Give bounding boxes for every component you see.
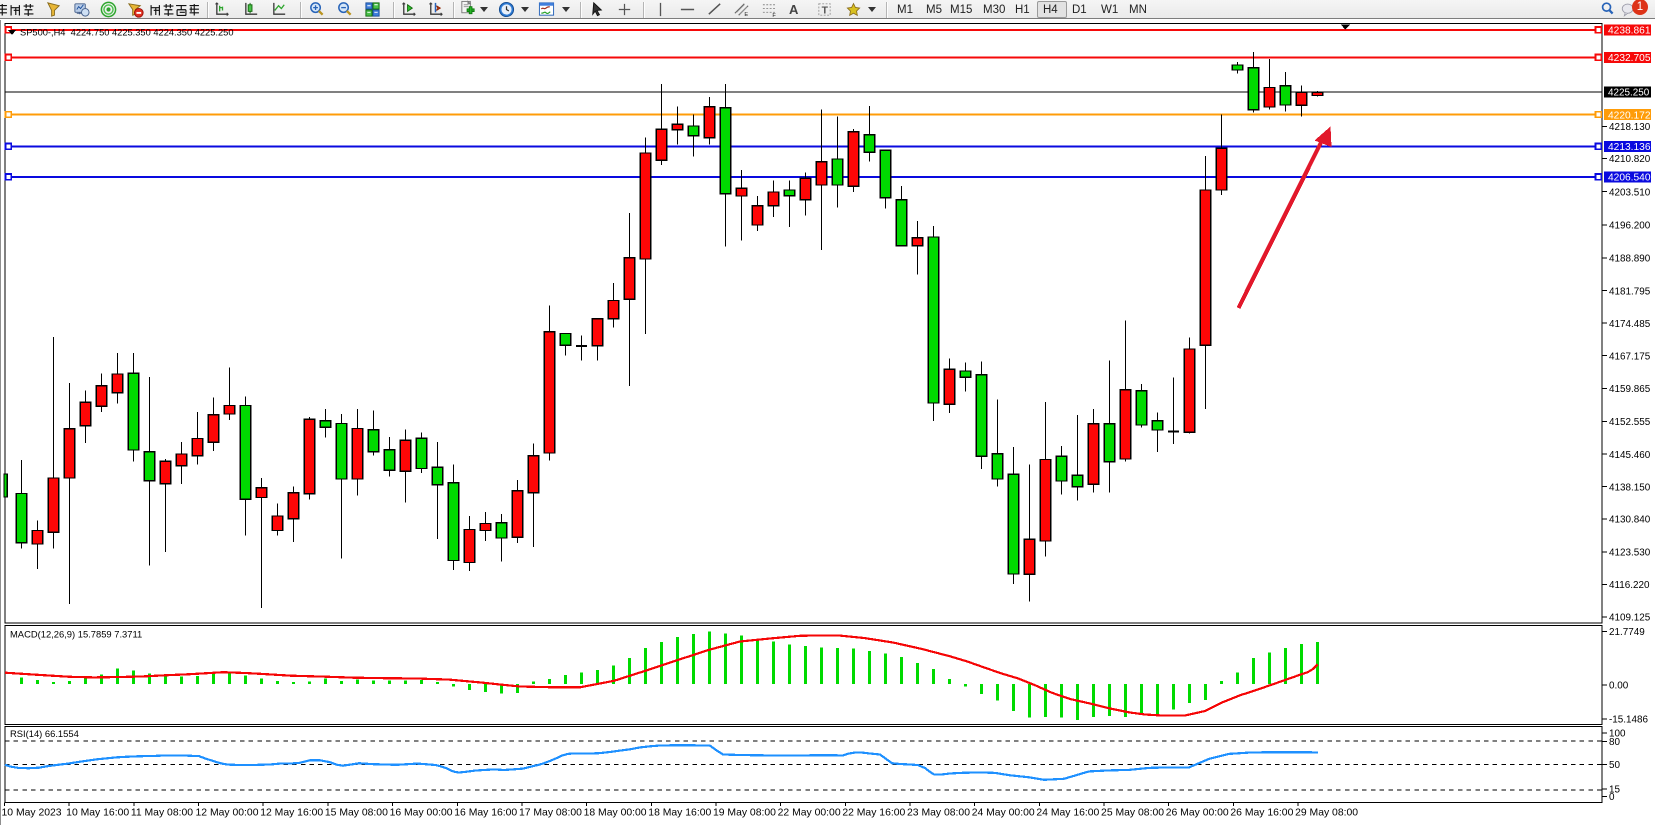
svg-text:4181.795: 4181.795 <box>1609 286 1651 297</box>
svg-text:4218.130: 4218.130 <box>1609 122 1651 133</box>
svg-text:26 May 00:00: 26 May 00:00 <box>1166 808 1229 819</box>
svg-text:10 May 16:00: 10 May 16:00 <box>66 808 129 819</box>
svg-text:4206.540: 4206.540 <box>1608 173 1651 184</box>
svg-text:4167.175: 4167.175 <box>1609 351 1651 362</box>
svg-text:17 May 08:00: 17 May 08:00 <box>519 808 582 819</box>
svg-text:4138.150: 4138.150 <box>1609 482 1651 493</box>
svg-text:11 May 08:00: 11 May 08:00 <box>131 808 193 819</box>
svg-text:MACD(12,26,9) 15.7859 7.3711: MACD(12,26,9) 15.7859 7.3711 <box>10 629 142 640</box>
svg-text:29 May 08:00: 29 May 08:00 <box>1295 808 1358 819</box>
svg-text:0: 0 <box>1609 792 1615 803</box>
svg-text:RSI(14) 66.1554: RSI(14) 66.1554 <box>10 728 79 739</box>
svg-text:4213.136: 4213.136 <box>1608 142 1651 153</box>
svg-text:24 May 00:00: 24 May 00:00 <box>972 808 1035 819</box>
svg-text:4123.530: 4123.530 <box>1609 548 1651 559</box>
svg-text:10 May 2023: 10 May 2023 <box>2 808 62 819</box>
svg-text:F: F <box>772 13 776 18</box>
svg-text:26 May 16:00: 26 May 16:00 <box>1230 808 1293 819</box>
svg-text:18 May 00:00: 18 May 00:00 <box>584 808 647 819</box>
svg-text:12 May 16:00: 12 May 16:00 <box>260 808 323 819</box>
svg-text:4159.865: 4159.865 <box>1609 384 1651 395</box>
svg-text:T: T <box>822 5 829 16</box>
svg-text:4109.125: 4109.125 <box>1609 612 1651 623</box>
svg-text:4152.555: 4152.555 <box>1609 417 1651 428</box>
svg-text:12 May 00:00: 12 May 00:00 <box>196 808 259 819</box>
svg-text:E: E <box>744 12 748 18</box>
svg-text:15: 15 <box>1609 785 1620 796</box>
svg-text:4174.485: 4174.485 <box>1609 319 1651 330</box>
svg-text:100: 100 <box>1609 729 1626 740</box>
svg-text:18 May 16:00: 18 May 16:00 <box>648 808 711 819</box>
svg-text:4203.510: 4203.510 <box>1609 187 1651 198</box>
svg-text:22 May 16:00: 22 May 16:00 <box>842 808 905 819</box>
svg-text:4116.220: 4116.220 <box>1609 580 1650 591</box>
svg-text:4196.200: 4196.200 <box>1609 220 1651 231</box>
svg-text:4145.460: 4145.460 <box>1609 450 1651 461</box>
svg-text:23 May 08:00: 23 May 08:00 <box>907 808 970 819</box>
svg-text:16 May 00:00: 16 May 00:00 <box>390 808 453 819</box>
svg-text:80: 80 <box>1609 737 1620 748</box>
svg-text:21.7749: 21.7749 <box>1609 627 1645 638</box>
svg-text:4238.861: 4238.861 <box>1608 26 1651 37</box>
svg-text:4232.705: 4232.705 <box>1608 53 1651 64</box>
svg-text:19 May 08:00: 19 May 08:00 <box>713 808 776 819</box>
svg-text:25 May 08:00: 25 May 08:00 <box>1101 808 1164 819</box>
svg-text:4225.250: 4225.250 <box>1608 88 1650 99</box>
svg-text:4220.172: 4220.172 <box>1608 110 1651 121</box>
svg-text:16 May 16:00: 16 May 16:00 <box>454 808 517 819</box>
svg-text:4130.840: 4130.840 <box>1609 515 1651 526</box>
svg-text:24 May 16:00: 24 May 16:00 <box>1036 808 1099 819</box>
svg-text:4210.820: 4210.820 <box>1609 154 1651 165</box>
svg-text:-15.1486: -15.1486 <box>1609 715 1648 726</box>
svg-text:50: 50 <box>1609 760 1620 771</box>
svg-text:SP500-,H4 4224.750 4225.350 4: SP500-,H4 4224.750 4225.350 4224.350 422… <box>20 28 234 38</box>
svg-text:0.00: 0.00 <box>1609 681 1629 692</box>
svg-text:22 May 00:00: 22 May 00:00 <box>778 808 841 819</box>
svg-text:15 May 08:00: 15 May 08:00 <box>325 808 388 819</box>
svg-text:4188.890: 4188.890 <box>1609 254 1651 265</box>
